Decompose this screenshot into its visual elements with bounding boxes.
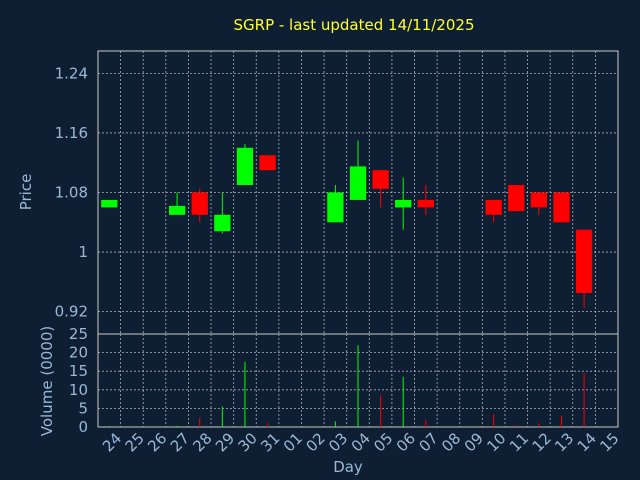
candle xyxy=(530,192,548,215)
volume-y-tick-label: 10 xyxy=(69,381,88,399)
candle-body xyxy=(553,192,570,223)
volume-y-tick-label: 5 xyxy=(78,399,88,417)
candle xyxy=(236,144,254,186)
candle xyxy=(259,155,276,171)
x-axis-label: Day xyxy=(333,458,363,476)
candle-body xyxy=(259,155,276,171)
candle-body xyxy=(349,166,367,200)
candle-body xyxy=(191,192,208,215)
x-tick-label: 15 xyxy=(596,429,622,455)
candle-body xyxy=(101,199,118,208)
candle-body xyxy=(485,199,502,215)
volume-y-tick-label: 0 xyxy=(78,418,88,436)
candle xyxy=(214,192,231,234)
candle xyxy=(575,229,593,308)
price-y-tick-label: 1.24 xyxy=(55,64,88,82)
candle xyxy=(553,192,570,223)
price-axis-label: Price xyxy=(17,174,35,211)
price-y-tick-label: 1.16 xyxy=(55,124,88,142)
candle xyxy=(327,185,344,223)
candle-body xyxy=(508,185,525,212)
candle xyxy=(395,177,412,230)
candle xyxy=(508,185,525,212)
candle-body xyxy=(575,229,593,294)
price-y-tick-label: 1 xyxy=(78,243,88,261)
candle xyxy=(168,192,186,215)
candle xyxy=(191,188,208,223)
candle-body xyxy=(395,199,412,208)
candle-body xyxy=(168,205,186,215)
candle-body xyxy=(214,214,231,232)
price-y-tick-label: 1.08 xyxy=(55,184,88,202)
volume-y-tick-label: 25 xyxy=(69,325,88,343)
candle-body xyxy=(530,192,548,208)
candle-body xyxy=(372,170,389,189)
candle-body xyxy=(327,192,344,223)
chart-title: SGRP - last updated 14/11/2025 xyxy=(234,16,475,34)
candle xyxy=(101,199,118,208)
candles xyxy=(101,140,593,308)
volume-axis-label: Volume (0000) xyxy=(38,326,56,436)
volume-y-tick-label: 20 xyxy=(69,344,88,362)
candle xyxy=(485,199,502,223)
price-y-ticks: 1.24 1.16 1.08 1 0.92 xyxy=(55,64,88,320)
candle-body xyxy=(236,147,254,186)
volume-bars xyxy=(108,345,585,427)
volume-y-tick-label: 15 xyxy=(69,362,88,380)
price-grid xyxy=(98,51,618,334)
candle xyxy=(417,185,434,215)
x-axis-ticks: 2425262728293031010203040506070809101112… xyxy=(99,429,623,455)
price-y-tick-label: 0.92 xyxy=(55,303,88,321)
candle xyxy=(349,140,367,200)
candle xyxy=(372,170,389,208)
candle-body xyxy=(417,199,434,208)
